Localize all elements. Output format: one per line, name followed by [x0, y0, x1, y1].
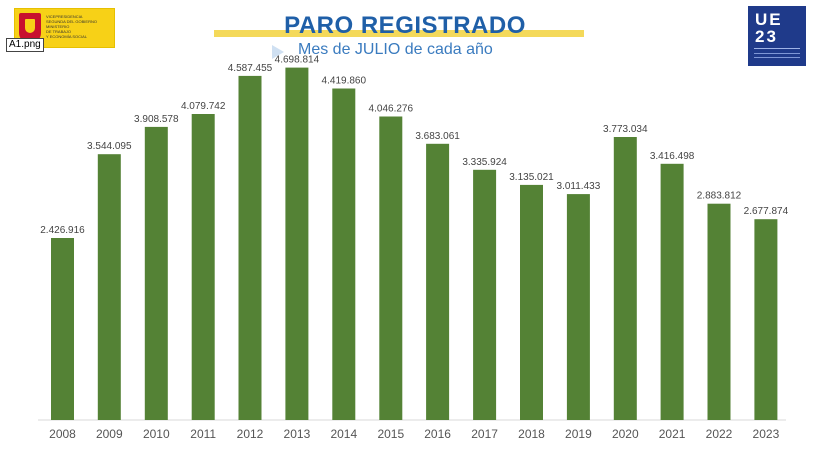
eu-presidency-logo: UE 23	[748, 6, 806, 66]
data-label-2011: 4.079.742	[181, 101, 226, 112]
bar-2016	[426, 143, 450, 421]
x-tick-label-2015: 2015	[377, 427, 404, 441]
data-label-2015: 4.046.276	[369, 104, 414, 115]
x-tick-label-2021: 2021	[659, 427, 686, 441]
coat-of-arms-icon	[19, 13, 41, 43]
page-subtitle: Mes de JULIO de cada año	[298, 41, 493, 58]
data-label-2016: 3.683.061	[415, 131, 460, 142]
x-tick-label-2010: 2010	[143, 427, 170, 441]
bar-2009	[97, 154, 121, 420]
x-tick-label-2013: 2013	[284, 427, 311, 441]
x-tick-label-2008: 2008	[49, 427, 76, 441]
bar-2017	[473, 169, 497, 420]
bar-2020	[613, 137, 637, 420]
government-logo-text: VICEPRESIDENCIA SEGUNDA DEL GOBIERNO MIN…	[46, 14, 97, 39]
x-tick-label-2011: 2011	[190, 427, 216, 441]
bar-2012	[238, 75, 262, 421]
x-tick-label-2018: 2018	[518, 427, 545, 441]
title-underline-bar	[214, 30, 584, 37]
x-tick-label-2016: 2016	[424, 427, 451, 441]
x-tick-label-2017: 2017	[471, 427, 498, 441]
bar-2014	[332, 88, 356, 420]
data-label-2022: 2.883.812	[697, 191, 742, 202]
data-label-2018: 3.135.021	[509, 172, 554, 183]
x-tick-label-2012: 2012	[237, 427, 264, 441]
data-label-2008: 2.426.916	[40, 225, 85, 236]
x-tick-label-2022: 2022	[706, 427, 733, 441]
data-label-2012: 4.587.455	[228, 63, 273, 74]
file-name-label: A1.png	[6, 38, 44, 52]
data-label-2010: 3.908.578	[134, 114, 179, 125]
data-label-2013: 4.698.814	[275, 55, 320, 66]
bar-2019	[566, 194, 590, 420]
bar-2018	[520, 184, 543, 420]
eu-logo-caption-lines	[754, 48, 800, 59]
bar-2011	[191, 114, 215, 420]
bar-2010	[144, 126, 168, 421]
data-label-2014: 4.419.860	[322, 76, 367, 87]
bar-2023	[754, 219, 778, 420]
bar-2015	[379, 116, 403, 420]
data-label-2020: 3.773.034	[603, 124, 648, 135]
eu-logo-line1: UE	[755, 10, 783, 29]
page-title: PARO REGISTRADO	[284, 12, 526, 39]
bar-2013	[285, 67, 309, 420]
data-label-2019: 3.011.433	[557, 181, 601, 192]
x-tick-label-2023: 2023	[753, 427, 780, 441]
x-tick-label-2020: 2020	[612, 427, 639, 441]
eu-logo-line2: 23	[755, 27, 778, 46]
data-label-2009: 3.544.095	[87, 141, 132, 152]
data-label-2021: 3.416.498	[650, 151, 695, 162]
data-label-2017: 3.335.924	[462, 157, 507, 168]
x-tick-label-2014: 2014	[330, 427, 357, 441]
bar-2022	[707, 203, 731, 420]
data-label-2023: 2.677.874	[744, 206, 789, 217]
x-tick-label-2009: 2009	[96, 427, 123, 441]
chevron-right-icon	[272, 45, 284, 59]
x-tick-label-2019: 2019	[565, 427, 592, 441]
bar-2008	[51, 238, 74, 420]
bar-2021	[660, 163, 684, 421]
